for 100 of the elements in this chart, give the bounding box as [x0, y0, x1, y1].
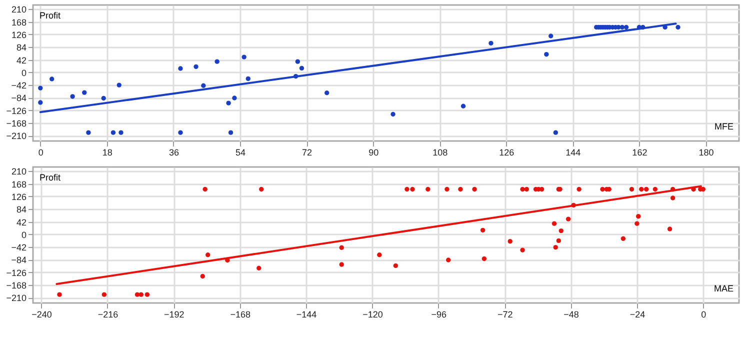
y-tick-label: −210 [6, 293, 26, 304]
y-tick-label: 126 [11, 192, 26, 202]
point [629, 186, 634, 192]
point [295, 59, 300, 64]
point [676, 24, 680, 30]
point [410, 186, 415, 192]
point [458, 186, 463, 192]
x-tick-label: −216 [98, 310, 118, 320]
x-tick-label: −120 [362, 310, 383, 320]
point [404, 186, 410, 192]
point [82, 90, 87, 95]
x-axis-title: MFE [714, 122, 734, 132]
point [144, 292, 150, 297]
point [488, 40, 494, 46]
point [38, 100, 43, 105]
point [600, 186, 605, 192]
y-tick-label: 42 [16, 217, 26, 228]
point [556, 238, 561, 244]
point [256, 266, 262, 270]
x-tick-label: 90 [368, 148, 379, 158]
point [178, 66, 183, 71]
y-axis-title: Profit [40, 172, 62, 182]
point [246, 76, 250, 82]
point [620, 24, 625, 30]
y-tick-label: −84 [11, 93, 26, 104]
point [548, 34, 554, 38]
y-tick-label: −84 [11, 255, 26, 266]
y-tick-label: 0 [21, 68, 26, 78]
point [138, 292, 144, 297]
y-tick-label: −168 [6, 280, 26, 290]
point [446, 258, 451, 262]
point [110, 130, 116, 135]
point [444, 186, 450, 192]
point [86, 130, 91, 135]
point [70, 94, 75, 99]
y-tick-label: 42 [16, 55, 26, 66]
x-tick-label: 18 [102, 148, 112, 158]
point [482, 256, 487, 262]
point [242, 54, 246, 60]
point [520, 248, 525, 252]
point [259, 186, 264, 192]
point [38, 86, 43, 90]
point [226, 100, 231, 106]
point [50, 76, 54, 82]
point [202, 186, 208, 192]
y-tick-label: −42 [11, 80, 26, 91]
point [472, 186, 477, 192]
point [639, 186, 644, 192]
point [480, 228, 486, 233]
point [134, 292, 140, 297]
x-tick-label: −24 [630, 310, 646, 320]
y-tick-label: 168 [11, 179, 26, 190]
point [102, 292, 106, 297]
y-tick-label: 210 [11, 4, 26, 15]
point [390, 112, 396, 117]
x-tick-label: 0 [701, 310, 706, 320]
y-tick-label: 0 [21, 230, 26, 240]
x-tick-label: 0 [38, 148, 44, 158]
x-tick-label: 108 [432, 148, 448, 158]
point [667, 226, 672, 232]
point [228, 130, 234, 135]
y-tick-label: 84 [16, 204, 26, 215]
point [508, 238, 512, 244]
point [634, 221, 640, 226]
x-tick-label: 36 [168, 148, 179, 158]
y-tick-label: −42 [11, 242, 26, 253]
point [576, 186, 582, 192]
y-tick-label: 168 [11, 17, 26, 28]
x-tick-label: 144 [566, 148, 581, 158]
point [339, 245, 344, 250]
point [524, 186, 529, 192]
point [206, 252, 210, 258]
y-tick-label: 126 [11, 30, 26, 40]
point [670, 196, 676, 200]
y-axis-title: Profit [40, 10, 62, 20]
y-tick-label: −126 [6, 268, 26, 278]
point [544, 52, 549, 57]
x-tick-label: −240 [32, 310, 52, 320]
point [101, 96, 106, 101]
point [644, 186, 649, 192]
x-tick-label: −72 [497, 310, 513, 320]
x-tick-label: −168 [230, 310, 250, 320]
point [553, 130, 558, 135]
x-tick-label: −192 [164, 310, 184, 320]
point [118, 130, 124, 135]
point [552, 221, 557, 226]
point [558, 228, 564, 234]
point [426, 186, 430, 192]
x-tick-label: −144 [296, 310, 317, 320]
x-tick-label: 54 [235, 148, 246, 158]
y-tick-label: −126 [6, 106, 26, 116]
point [652, 186, 658, 192]
point [339, 262, 344, 267]
point [393, 263, 398, 268]
point [624, 24, 629, 30]
point [324, 90, 330, 96]
point [460, 104, 466, 108]
point [520, 186, 525, 192]
point [377, 252, 382, 258]
x-tick-label: 180 [698, 148, 714, 158]
